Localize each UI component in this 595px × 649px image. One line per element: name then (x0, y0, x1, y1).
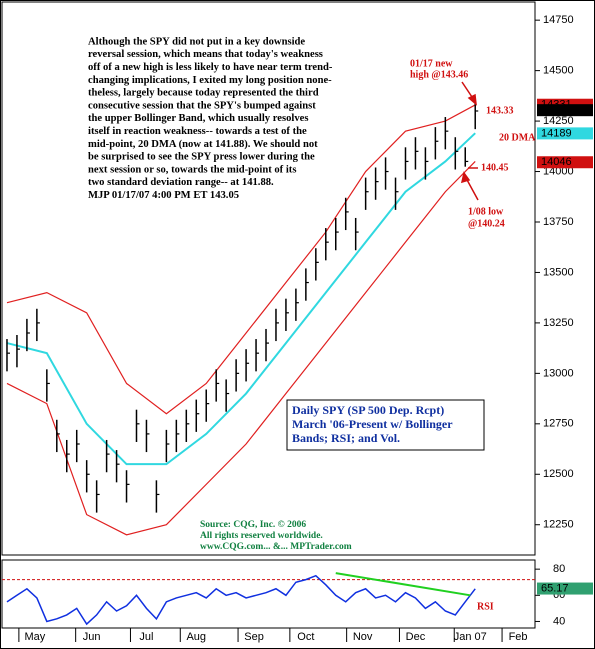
annotation-line: reversal session, which means that today… (88, 49, 323, 60)
x-tick-label: Feb (509, 631, 528, 643)
source-line: Source: CQG, Inc. © 2006 (200, 519, 306, 530)
annotation-line: MJP 01/17/07 4:00 PM ET 143.05 (88, 190, 239, 201)
y-tick-label: 13000 (543, 367, 574, 379)
callout: RSI (477, 601, 494, 612)
legend-line: Daily SPY (SP 500 Dep. Rcpt) (292, 403, 444, 417)
rsi-box-label: 65.17 (541, 582, 569, 594)
callout: 143.33 (486, 105, 514, 116)
x-tick-label: Jun (83, 631, 101, 643)
price-box (537, 156, 593, 169)
price-panel (1, 1, 536, 556)
y-tick-label: 12250 (543, 519, 574, 531)
y-tick-label: 14250 (543, 115, 574, 127)
legend-line: March '06-Present w/ Bollinger (292, 417, 453, 431)
legend-line: Bands; RSI; and Vol. (292, 431, 400, 445)
x-tick-label: Aug (186, 631, 206, 643)
annotation-line: itself in reaction weakness-- towards a … (88, 126, 307, 137)
band-line (6, 161, 476, 536)
x-tick-label: Jan 07 (454, 631, 487, 643)
arrows (460, 81, 479, 201)
price-box (537, 127, 593, 140)
y-tick-label: 13250 (543, 317, 574, 329)
price-box-label: 14304 (541, 104, 572, 116)
rsi-tick-label: 80 (553, 563, 565, 575)
callout: high @143.46 (410, 69, 468, 80)
rsi-panel (1, 559, 536, 629)
price-box-label: 14046 (541, 156, 572, 168)
annotation-line: next session or so, towards the mid-poin… (88, 164, 296, 175)
arrow-head (467, 93, 477, 106)
callout: 01/17 new (410, 58, 453, 69)
x-tick-label: Nov (353, 631, 373, 643)
legend-box (286, 399, 485, 451)
callout: @140.24 (468, 218, 505, 229)
callout: 140.45 (481, 162, 509, 173)
annotation-line: Although the SPY did not put in a key do… (88, 36, 305, 47)
y-tick-label: 12750 (543, 418, 574, 430)
y-tick-label: 13500 (543, 266, 574, 278)
annotation-line: theless, largely because today represent… (88, 88, 319, 99)
y-tick-label: 13750 (543, 216, 574, 228)
x-tick-label: May (24, 631, 45, 643)
x-tick-label: Sep (244, 631, 264, 643)
y-tick-label: 12500 (543, 468, 574, 480)
price-box (537, 104, 593, 117)
y-tick-label: 14750 (543, 14, 574, 26)
callout: 20 DMA (499, 132, 536, 143)
x-tick-label: Dec (406, 631, 426, 643)
annotation-line: changing implications, I exited my long … (88, 75, 332, 86)
annotation-line: off of a new high is less likely to have… (88, 62, 333, 73)
arrow-head (460, 171, 471, 184)
arrow (465, 177, 479, 201)
rsi-box (537, 582, 593, 595)
rsi-tick-label: 40 (553, 615, 565, 627)
source-line: All rights reserved worldwide. (200, 531, 323, 541)
band-line (6, 104, 476, 415)
callout: 1/08 low (468, 206, 504, 217)
annotation-line: the upper Bollinger Band, which usually … (88, 113, 308, 124)
annotation-line: mid-point, 20 DMA (now at 141.88). We sh… (88, 139, 318, 150)
rsi-trendline (335, 572, 471, 597)
price-box-label: 14189 (541, 127, 572, 139)
annotation-line: be surprised to see the SPY press lower … (88, 152, 315, 163)
annotation-line: two standard deviation range-- at 141.88… (88, 177, 274, 188)
x-tick-label: Jul (139, 631, 153, 643)
annotation-line: consecutive session that the SPY's bumpe… (88, 100, 316, 111)
source-line: www.CQG.com... &... MPTrader.com (200, 542, 352, 552)
x-tick-label: Oct (297, 631, 314, 643)
band-line (6, 132, 476, 466)
rsi-line (6, 574, 476, 626)
y-tick-label: 14500 (543, 65, 574, 77)
y-tick-label: 14000 (543, 165, 574, 177)
